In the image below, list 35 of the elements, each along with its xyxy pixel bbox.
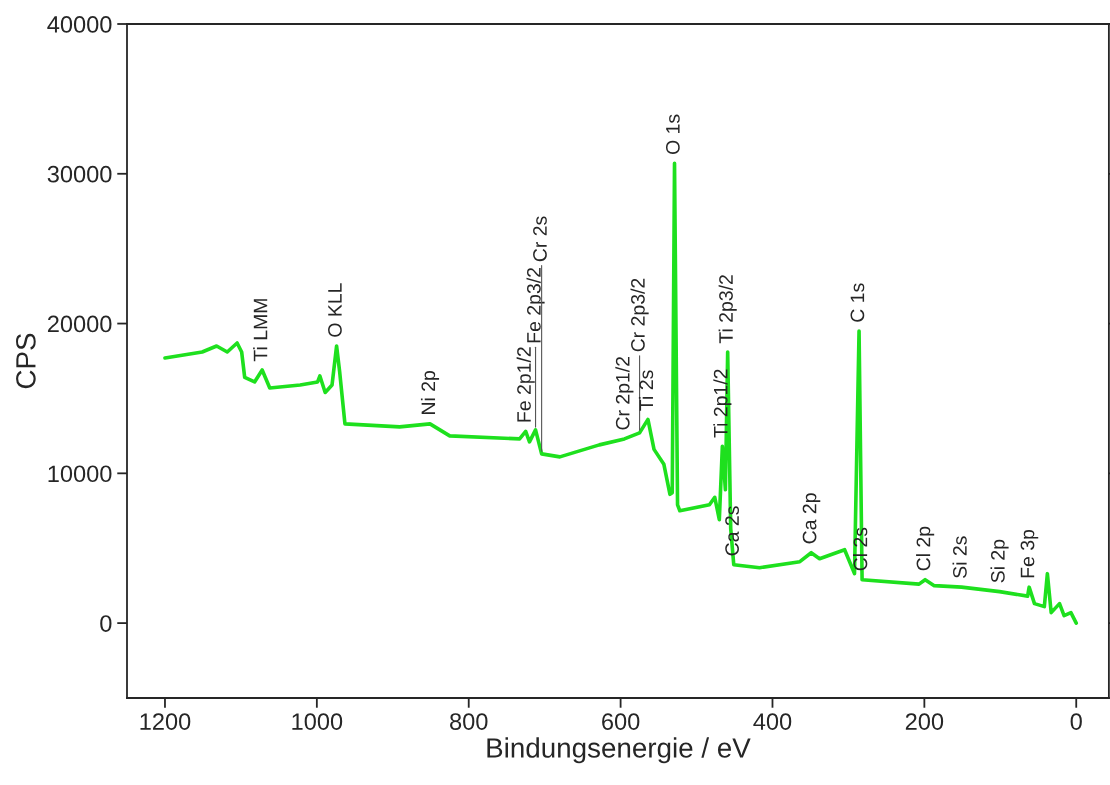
x-tick-label: 200: [905, 713, 944, 730]
annotation: Ni 2p: [420, 371, 440, 414]
y-tick-label: 10000: [48, 465, 112, 483]
y-axis-title: CPS: [16, 333, 36, 389]
annotation: O KLL: [328, 283, 342, 337]
annotation: Cr 2s: [533, 216, 547, 262]
annotation: Cr 2p3/2: [630, 278, 649, 352]
annotation: Fe 2p3/2: [526, 268, 545, 343]
y-tick-label: 20000: [47, 315, 112, 333]
x-tick-label: 0: [1070, 713, 1082, 730]
annotation: Ti 2p3/2: [718, 275, 737, 344]
annotation: Fe 2p1/2: [516, 347, 535, 422]
annotation: Si 2s: [952, 536, 967, 578]
annotation: Si 2p: [990, 539, 1009, 583]
annotation: Fe 3p: [1020, 529, 1039, 578]
annotation: Ca 2s: [725, 506, 739, 556]
annotation: Ti LMM: [253, 299, 268, 362]
annotation: C 1s: [850, 283, 865, 322]
line-series: [163, 161, 1079, 625]
annotation: Cr 2p1/2: [615, 356, 634, 430]
annotation: Ti 2p1/2: [713, 369, 732, 438]
x-tick-label: 600: [602, 713, 640, 730]
y-tick-label: 0: [100, 615, 112, 632]
annotation: Cl 2s: [853, 527, 868, 571]
x-tick-label: 400: [753, 713, 792, 730]
y-tick-label: 30000: [47, 165, 112, 183]
x-axis-title: Bindungsenergie / eV: [487, 737, 751, 764]
annotation: O 1s: [665, 114, 680, 155]
annotation: Ca 2p: [802, 493, 821, 544]
x-tick-label: 800: [450, 713, 488, 730]
annotation: Cl 2p: [916, 526, 935, 571]
x-tick-label: 1200: [140, 713, 191, 730]
x-tick-label: 1000: [292, 713, 343, 730]
annotation: Ti 2s: [638, 370, 654, 411]
y-tick-label: 40000: [47, 16, 112, 33]
